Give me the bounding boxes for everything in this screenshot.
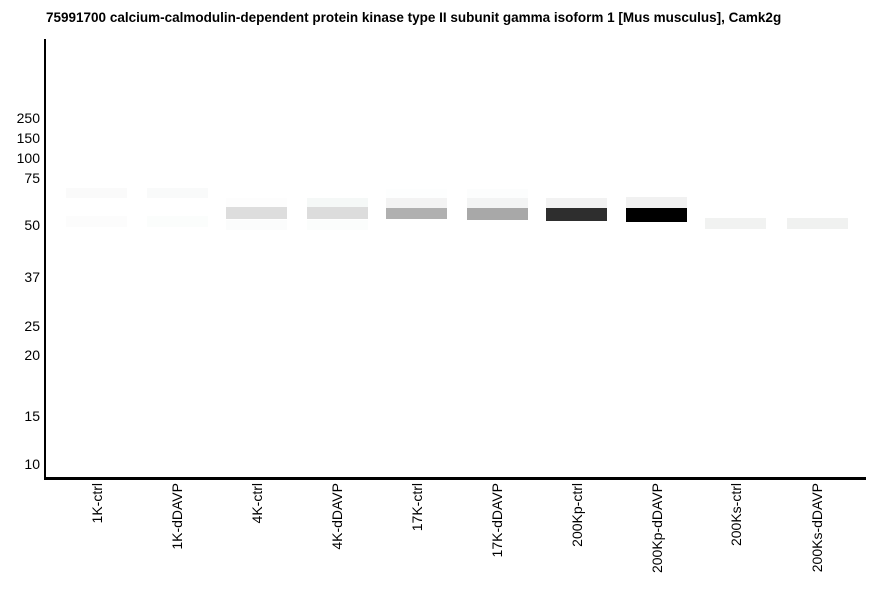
gel-band-200Kp-dDAVP-55kda — [626, 208, 687, 222]
gel-band-4K-ctrl-55kda — [226, 207, 287, 219]
gel-band-17K-dDAVP-65kda — [466, 189, 528, 198]
lane-label-200Kp-ctrl: 200Kp-ctrl — [568, 483, 585, 547]
figure-title: 75991700 calcium-calmodulin-dependent pr… — [46, 10, 782, 25]
gel-band-4K-dDAVP-51kda — [306, 220, 368, 230]
mw-marker-150: 150 — [16, 130, 40, 146]
gel-band-17K-ctrl-60kda — [386, 198, 447, 208]
gel-band-4K-ctrl-60kda — [226, 198, 287, 207]
mw-marker-10: 10 — [24, 456, 40, 472]
gel-band-1K-dDAVP-65kda — [146, 188, 208, 198]
mw-marker-50: 50 — [24, 217, 40, 233]
gel-band-4K-ctrl-51kda — [226, 220, 287, 230]
gel-band-200Kp-ctrl-55kda — [546, 208, 607, 221]
gel-band-17K-dDAVP-55kda — [466, 208, 528, 220]
lane-label-4K-ctrl: 4K-ctrl — [248, 483, 265, 524]
mw-marker-75: 75 — [24, 170, 40, 186]
gel-band-17K-dDAVP-60kda — [466, 198, 528, 208]
gel-band-200Ks-dDAVP-51kda — [786, 218, 848, 229]
gel-band-200Kp-dDAVP-60kda — [626, 197, 687, 208]
gel-band-1K-ctrl-51kda — [66, 216, 127, 227]
y-axis-line — [43, 39, 46, 479]
gel-band-17K-ctrl-65kda — [386, 189, 447, 198]
gel-band-1K-dDAVP-51kda — [146, 216, 208, 227]
lane-label-4K-dDAVP: 4K-dDAVP — [329, 483, 345, 550]
mw-marker-15: 15 — [24, 408, 40, 424]
mw-marker-25: 25 — [24, 318, 40, 334]
mw-marker-100: 100 — [16, 150, 40, 166]
gel-band-17K-ctrl-55kda — [386, 208, 447, 219]
gel-band-200Ks-ctrl-51kda — [705, 218, 766, 229]
gel-band-4K-dDAVP-60kda — [306, 198, 368, 207]
gel-band-1K-ctrl-65kda — [66, 188, 127, 198]
lane-label-200Kp-dDAVP: 200Kp-dDAVP — [648, 483, 665, 574]
mw-marker-37: 37 — [24, 269, 40, 285]
mw-marker-250: 250 — [16, 110, 40, 126]
gel-band-4K-dDAVP-55kda — [306, 207, 368, 219]
lane-label-200Ks-ctrl: 200Ks-ctrl — [727, 483, 744, 547]
mw-marker-20: 20 — [24, 347, 40, 363]
lane-label-1K-dDAVP: 1K-dDAVP — [169, 483, 185, 550]
lane-label-17K-dDAVP: 17K-dDAVP — [489, 483, 505, 558]
lane-label-17K-ctrl: 17K-ctrl — [408, 483, 425, 532]
lane-label-200Ks-dDAVP: 200Ks-dDAVP — [809, 483, 825, 573]
x-axis-line — [43, 477, 866, 480]
lane-label-1K-ctrl: 1K-ctrl — [88, 483, 105, 524]
gel-band-200Kp-ctrl-60kda — [546, 198, 607, 208]
